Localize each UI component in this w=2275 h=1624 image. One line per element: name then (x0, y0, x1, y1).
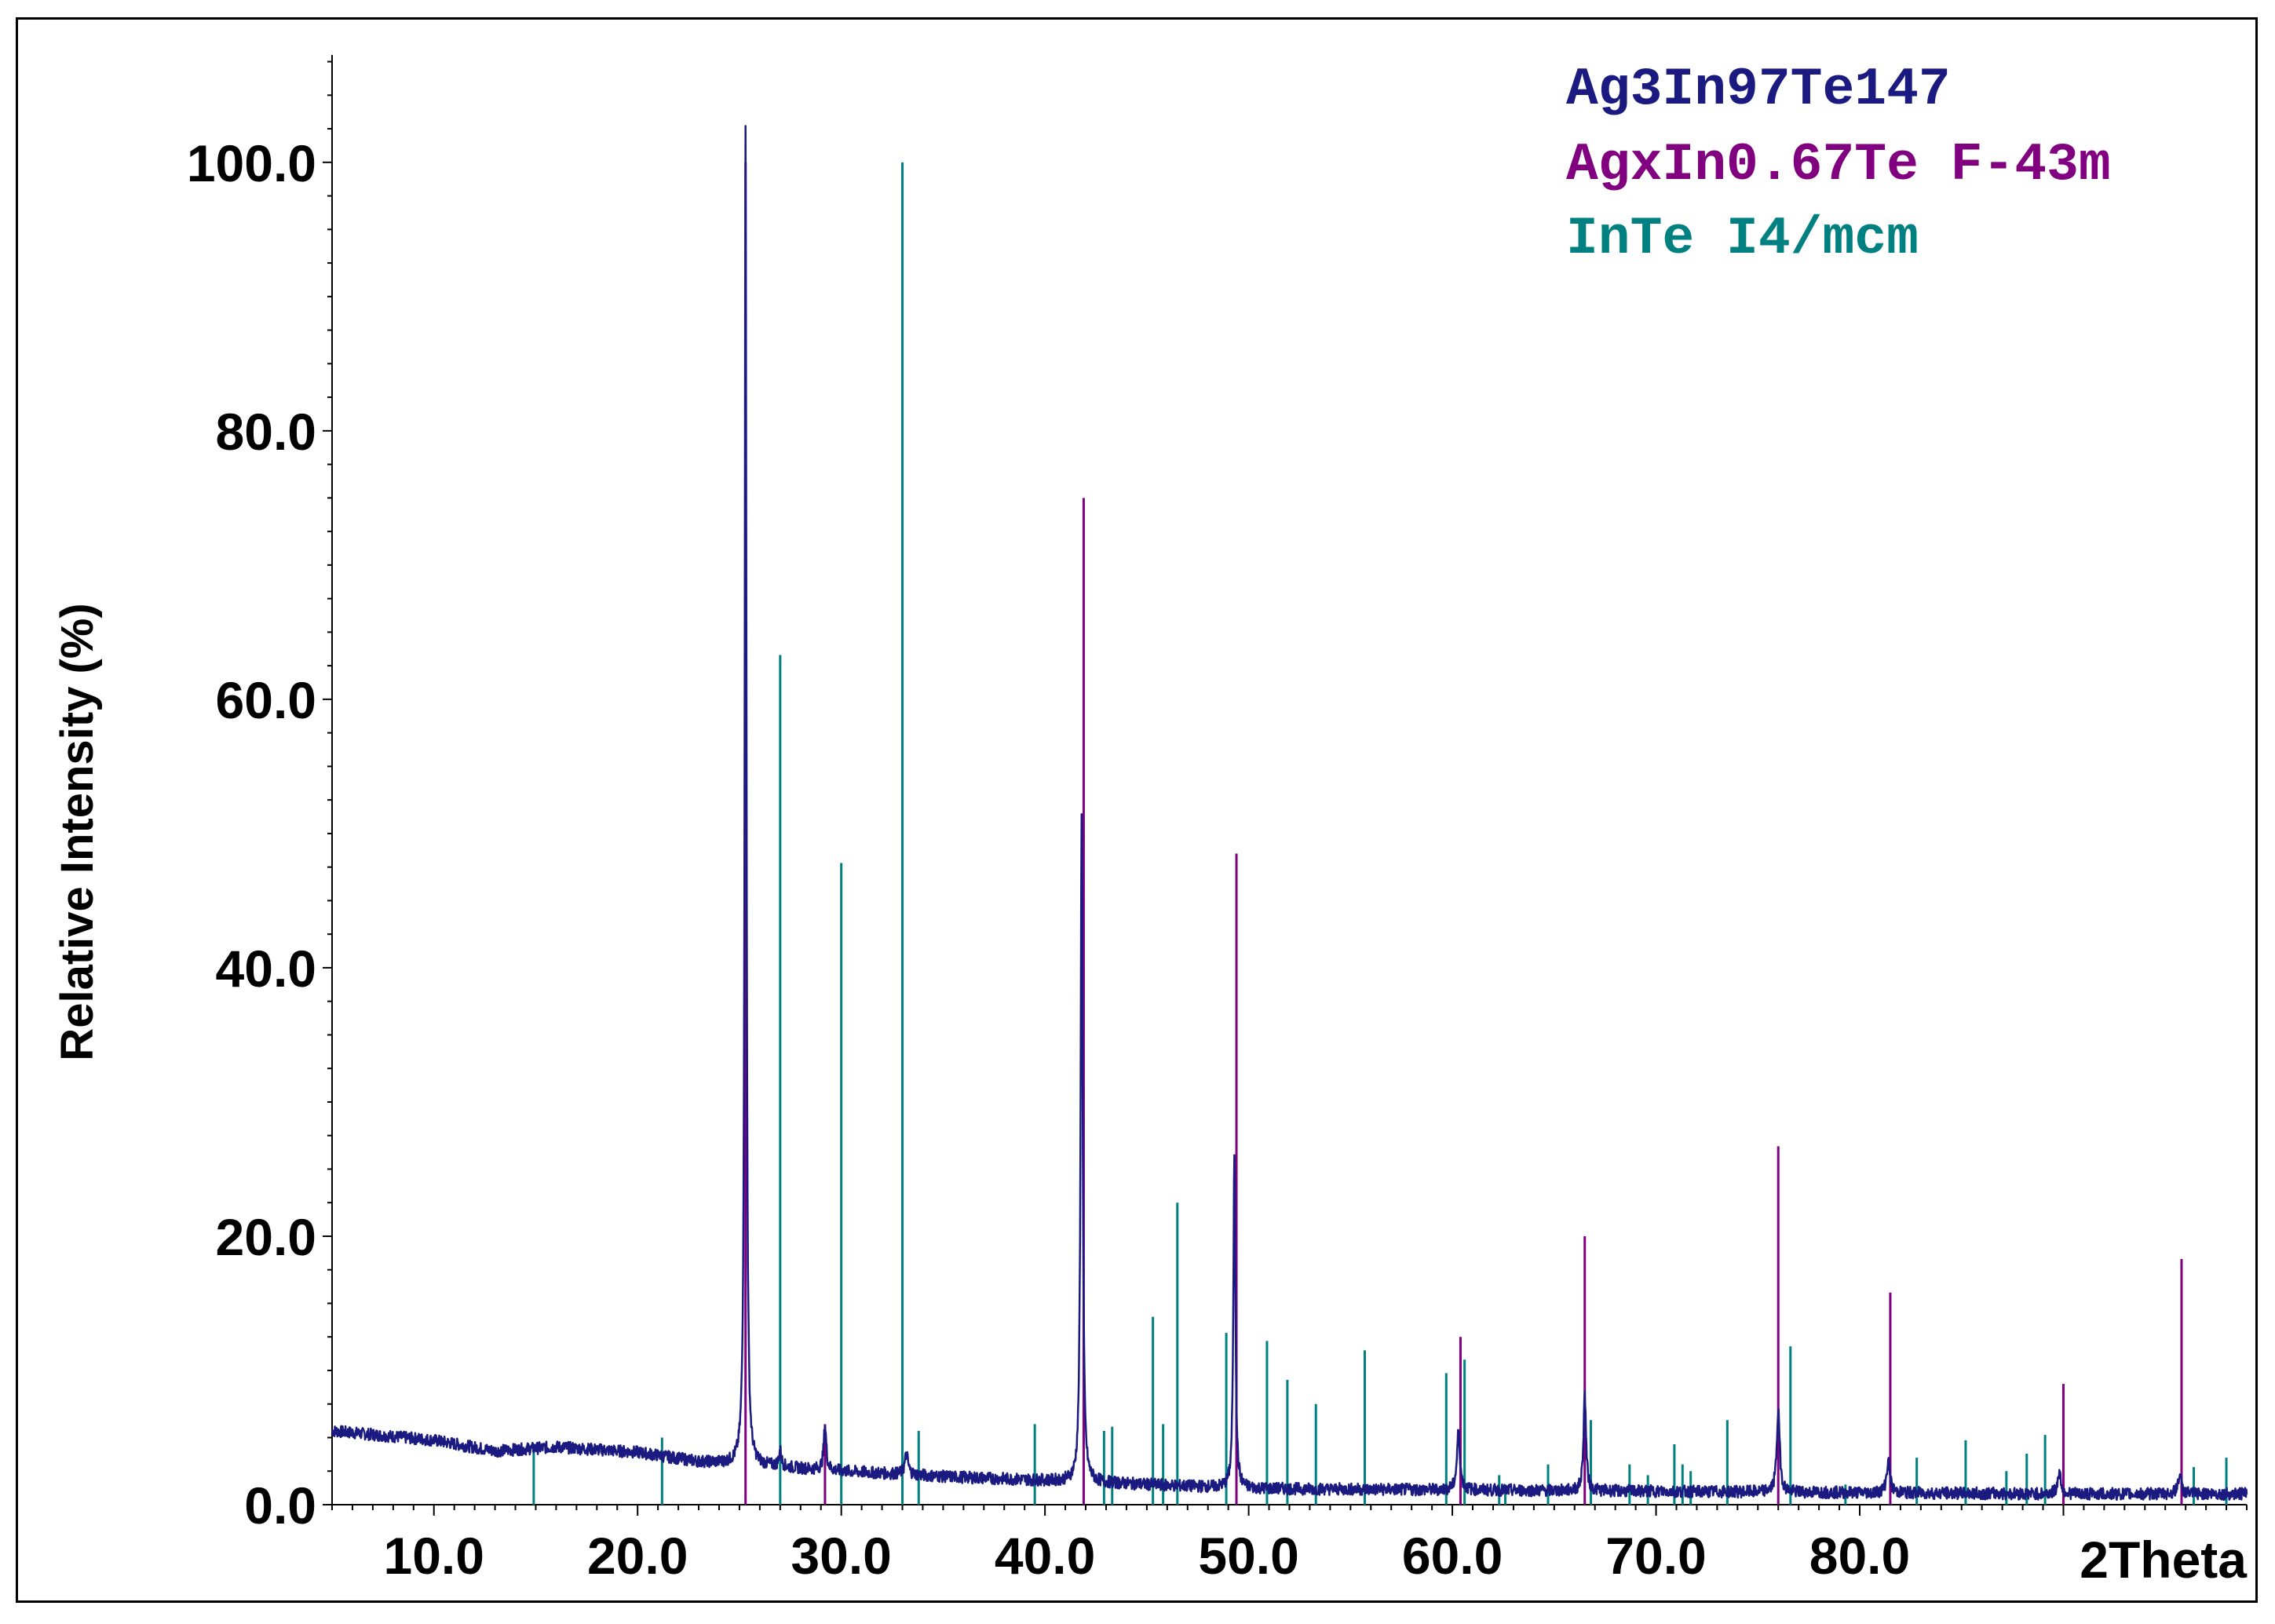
x-tick-label: 80.0 (1809, 1527, 1910, 1585)
x-axis: 10.0 20.0 30.0 40.0 50.0 60.0 70.0 80.0 (331, 1504, 2248, 1585)
x-axis-title: 2Theta (2080, 1531, 2248, 1589)
legend-entry-agxin067te: AgxIn0.67Te F-43m (1566, 135, 2111, 195)
y-axis: 0.0 20.0 40.0 60.0 80.0 100.0 (187, 55, 333, 1535)
legend-entry-ag3in97te147: Ag3In97Te147 (1566, 60, 1951, 120)
series-sticks-2 (532, 162, 2228, 1505)
y-tick-label: 20.0 (216, 1208, 316, 1266)
series-layer (330, 125, 2248, 1505)
x-tick-label: 40.0 (995, 1527, 1095, 1585)
x-tick-label: 30.0 (791, 1527, 891, 1585)
y-axis-title: Relative Intensity (%) (52, 603, 103, 1060)
x-tick-label: 10.0 (383, 1527, 484, 1585)
x-tick-label: 70.0 (1605, 1527, 1706, 1585)
y-tick-label: 40.0 (216, 940, 316, 998)
legend: Ag3In97Te147 AgxIn0.67Te F-43m InTe I4/m… (1566, 60, 2111, 269)
x-tick-label: 50.0 (1198, 1527, 1298, 1585)
series-sticks-1 (744, 162, 2183, 1505)
y-tick-label: 80.0 (216, 403, 316, 461)
legend-entry-inte: InTe I4/mcm (1566, 209, 1919, 269)
measured-pattern-line (330, 125, 2248, 1502)
x-tick-label: 60.0 (1402, 1527, 1503, 1585)
chart-frame (16, 17, 2258, 1603)
x-tick-label: 20.0 (587, 1527, 688, 1585)
y-tick-label: 60.0 (216, 671, 316, 729)
y-tick-label: 0.0 (244, 1476, 316, 1535)
y-tick-label: 100.0 (187, 134, 316, 192)
